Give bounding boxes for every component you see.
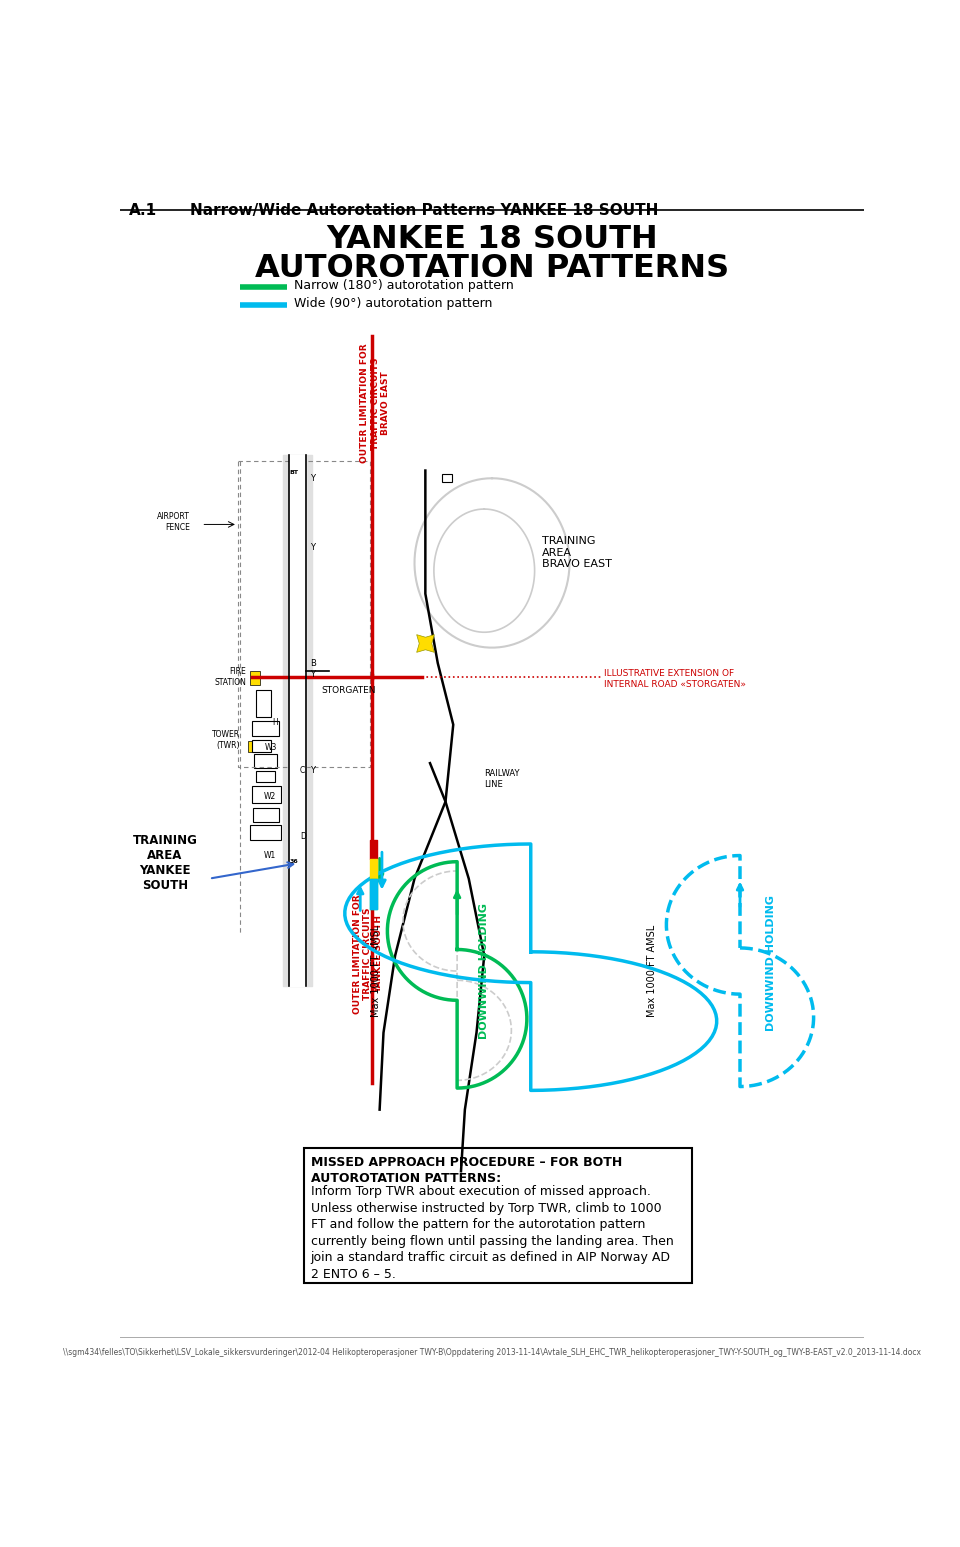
Text: TOWER
(TWR): TOWER (TWR) [212,730,240,750]
Text: DOWNWIND HOLDING: DOWNWIND HOLDING [479,903,490,1040]
Text: DOWNWIND HOLDING: DOWNWIND HOLDING [766,896,776,1032]
FancyBboxPatch shape [304,1148,692,1282]
Text: STORGATEN: STORGATEN [322,687,376,695]
FancyBboxPatch shape [290,467,299,478]
FancyBboxPatch shape [253,808,278,821]
Text: AIRPORT
FENCE: AIRPORT FENCE [156,512,190,532]
Text: YANKEE 18 SOUTH: YANKEE 18 SOUTH [326,224,658,255]
Text: W3: W3 [265,743,277,752]
FancyBboxPatch shape [255,690,271,716]
FancyBboxPatch shape [442,475,452,483]
FancyBboxPatch shape [290,857,299,866]
Text: H: H [272,718,277,727]
Text: Y: Y [310,766,315,775]
Text: Wide (90°) autorotation pattern: Wide (90°) autorotation pattern [295,297,492,309]
FancyBboxPatch shape [248,741,262,752]
Text: OUTER LIMITATION FOR
TRAFFIC CIRCUITS
YANKEE SOUTH: OUTER LIMITATION FOR TRAFFIC CIRCUITS YA… [353,894,383,1013]
Text: Max 1000 FT AMSL: Max 1000 FT AMSL [371,925,381,1018]
FancyBboxPatch shape [254,753,277,767]
Text: AUTOROTATION PATTERNS: AUTOROTATION PATTERNS [255,254,729,285]
Text: BT: BT [290,470,299,475]
FancyBboxPatch shape [252,786,281,803]
Text: Inform Torp TWR about execution of missed approach.
Unless otherwise instructed : Inform Torp TWR about execution of misse… [311,1185,673,1281]
Text: TRAINING
AREA
BRAVO EAST: TRAINING AREA BRAVO EAST [542,535,612,569]
Text: Y: Y [310,473,315,483]
Text: Narrow/Wide Autorotation Patterns YANKEE 18 SOUTH: Narrow/Wide Autorotation Patterns YANKEE… [190,203,659,218]
Text: ILLUSTRATIVE EXTENSION OF
INTERNAL ROAD «STORGATEN»: ILLUSTRATIVE EXTENSION OF INTERNAL ROAD … [605,670,746,688]
Text: D: D [300,832,306,840]
Text: MISSED APPROACH PROCEDURE – FOR BOTH
AUTOROTATION PATTERNS:: MISSED APPROACH PROCEDURE – FOR BOTH AUT… [311,1156,622,1185]
Text: C: C [300,766,304,775]
FancyBboxPatch shape [252,739,271,752]
Text: Narrow (180°) autorotation pattern: Narrow (180°) autorotation pattern [295,280,515,292]
Text: RAILWAY
LINE: RAILWAY LINE [484,769,519,789]
Text: Y: Y [310,670,315,679]
Text: A.1: A.1 [130,203,157,218]
Text: 36: 36 [290,859,299,865]
FancyBboxPatch shape [251,825,281,840]
Text: W1: W1 [263,851,276,860]
Text: Y: Y [310,543,315,552]
Text: OUTER LIMITATION FOR
TRAFFIC CIRCUITS
BRAVO EAST: OUTER LIMITATION FOR TRAFFIC CIRCUITS BR… [360,343,390,463]
FancyBboxPatch shape [252,721,278,736]
Text: \\sgm434\felles\TO\Sikkerhet\LSV_Lokale_sikkersvurderinger\2012-04 Helikopterope: \\sgm434\felles\TO\Sikkerhet\LSV_Lokale_… [63,1349,921,1357]
FancyBboxPatch shape [255,770,275,783]
Text: FIRE
STATION: FIRE STATION [214,667,247,687]
Text: B: B [310,659,316,668]
Text: TRAINING
AREA
YANKEE
SOUTH: TRAINING AREA YANKEE SOUTH [132,834,198,893]
Text: W2: W2 [263,792,276,801]
FancyBboxPatch shape [251,671,259,685]
Text: Max 1000 FT AMSL: Max 1000 FT AMSL [647,925,658,1018]
